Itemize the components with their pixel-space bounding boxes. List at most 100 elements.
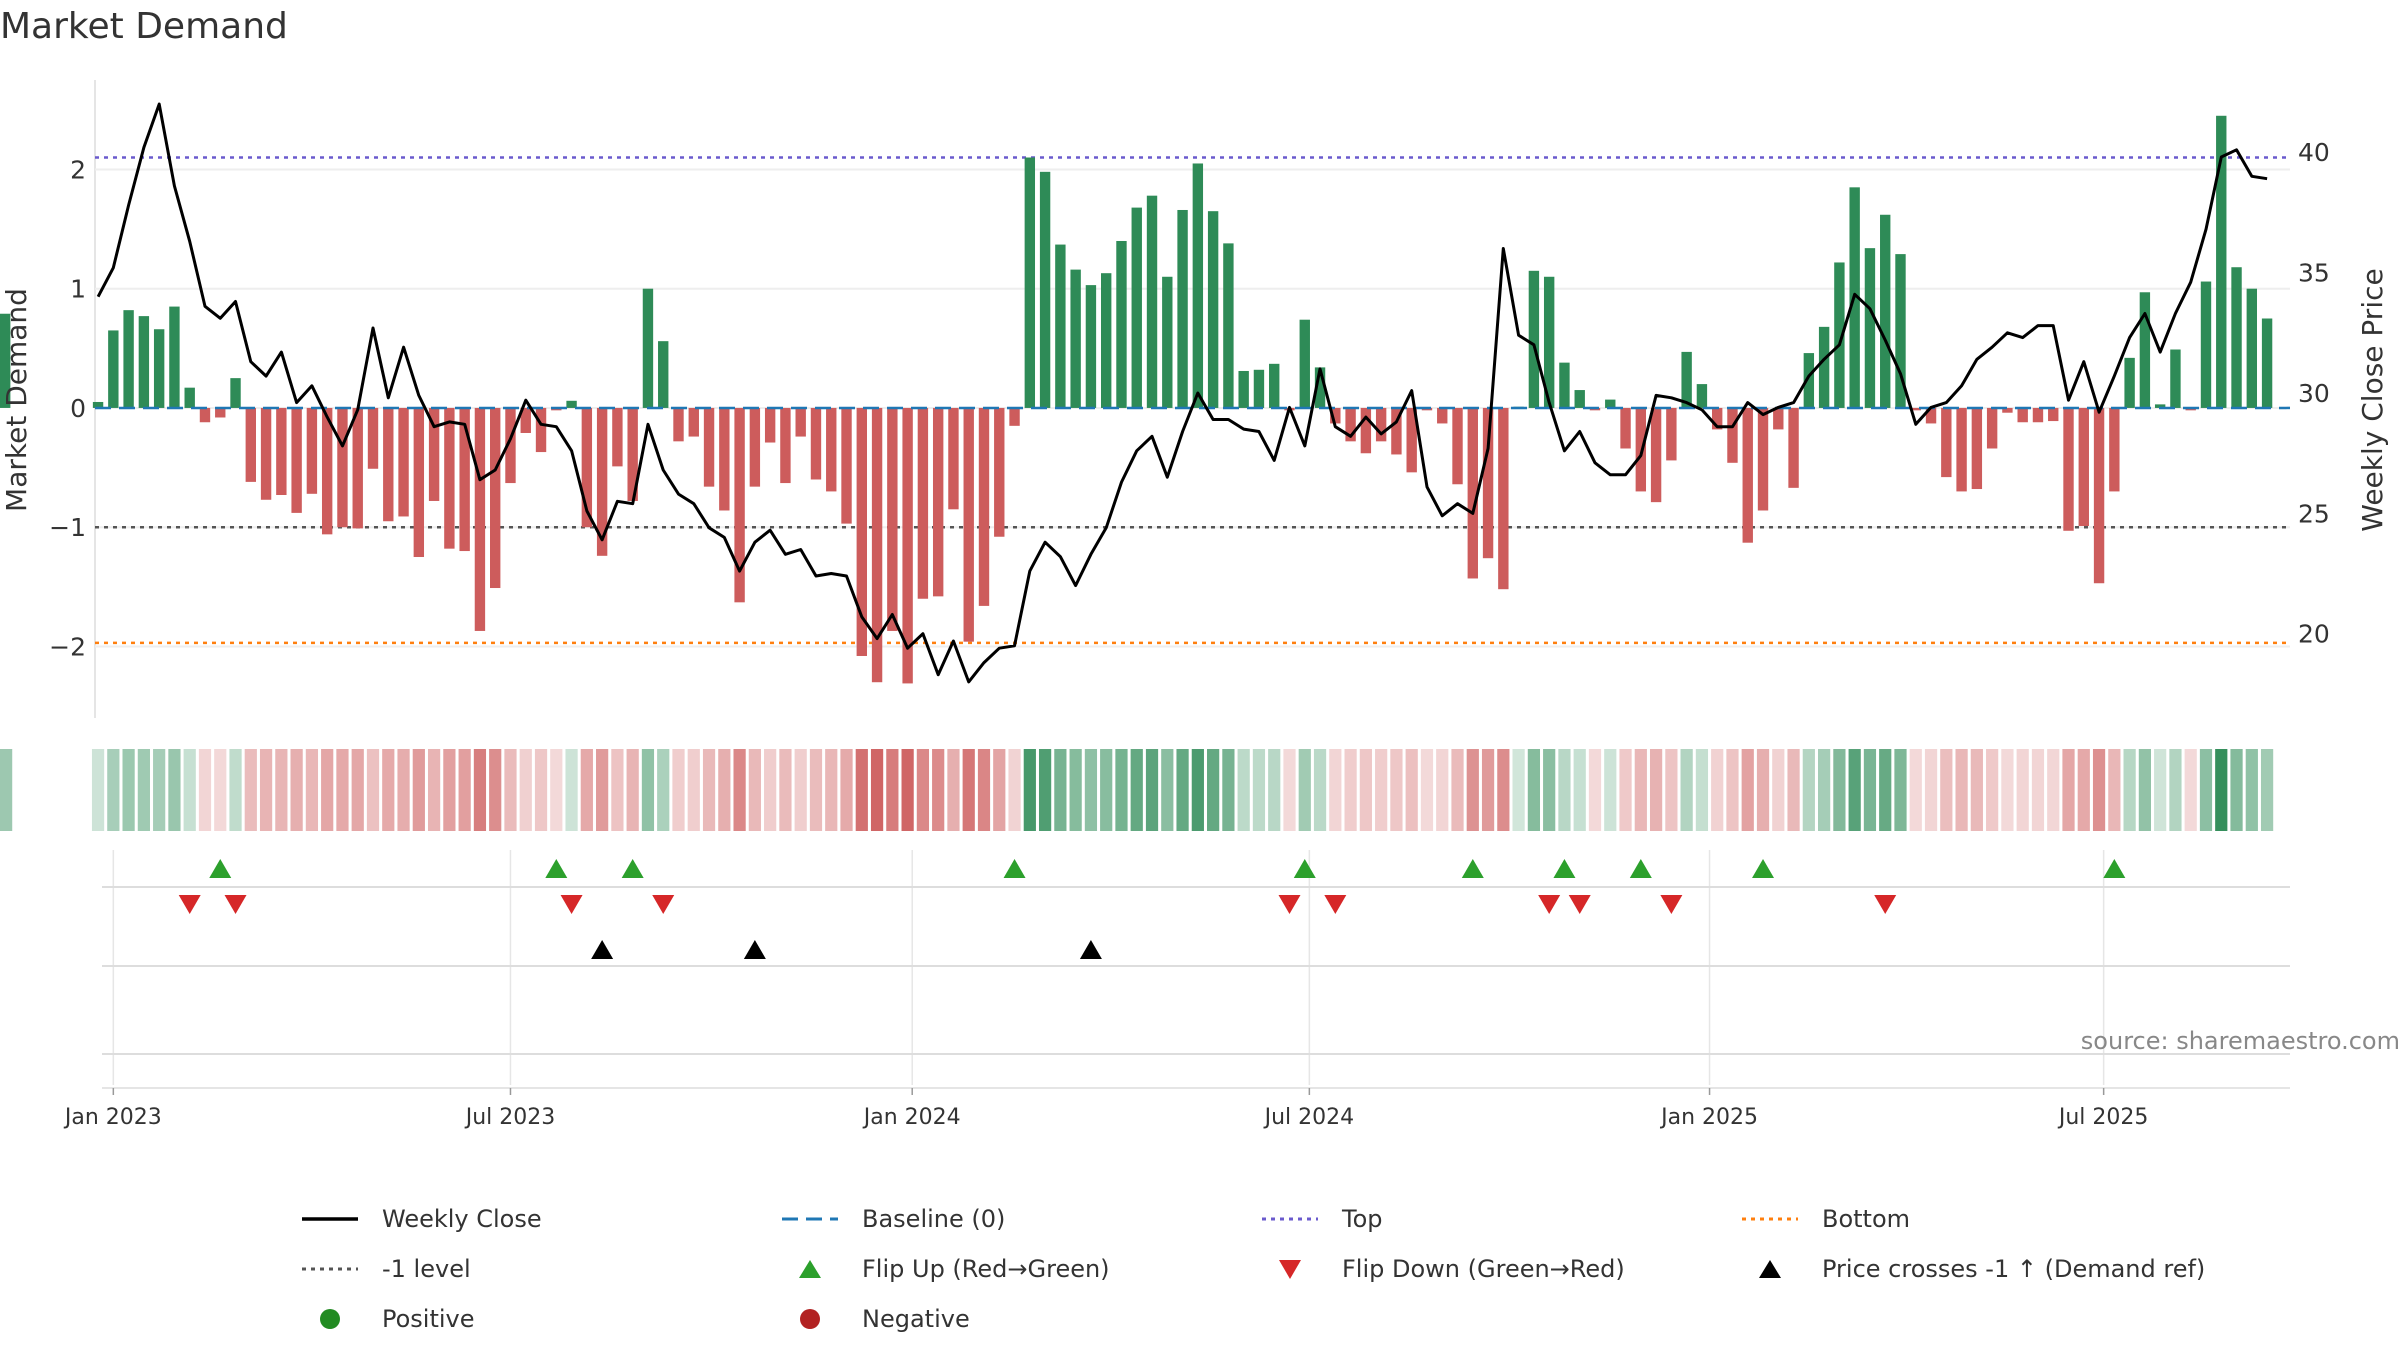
strip-cell xyxy=(1191,749,1204,831)
strip-cell xyxy=(1497,749,1510,831)
demand-bar xyxy=(367,407,379,469)
strip-cell xyxy=(1054,749,1067,831)
legend-label: Negative xyxy=(862,1305,970,1333)
strip-cell xyxy=(779,749,792,831)
flip-up-marker xyxy=(209,859,232,878)
demand-bar xyxy=(1253,369,1265,408)
legend-item-weekly-close: Weekly Close xyxy=(300,1205,780,1233)
demand-bar xyxy=(1146,195,1158,408)
strip-cell xyxy=(626,749,639,831)
flip-down-marker xyxy=(1660,895,1683,914)
strip-cell xyxy=(1894,749,1907,831)
strip-cell xyxy=(1023,749,1036,831)
y-axis-label: Market Demand xyxy=(0,288,33,512)
strip-cell xyxy=(351,749,364,831)
demand-bar xyxy=(1773,407,1784,430)
y-tick-label: 1 xyxy=(70,275,86,304)
strip-cell xyxy=(1665,749,1678,831)
demand-bar xyxy=(215,407,226,418)
legend-label: Weekly Close xyxy=(382,1205,542,1233)
strip-cell xyxy=(504,749,517,831)
demand-bar xyxy=(230,378,241,408)
strip-cell xyxy=(855,749,868,831)
y2-tick-label: 30 xyxy=(2298,379,2330,408)
demand-bar xyxy=(810,407,822,480)
demand-bar xyxy=(1055,244,1066,408)
demand-heat-strip xyxy=(0,749,2274,831)
flip-down-marker xyxy=(224,895,247,914)
legend-swatch-line-dotted-top xyxy=(1262,1217,1318,1221)
x-tick-label: Jan 2023 xyxy=(63,1105,162,1130)
strip-cell xyxy=(2031,749,2045,831)
demand-bar xyxy=(1482,407,1494,559)
demand-bar xyxy=(1986,407,1998,449)
demand-bar xyxy=(1803,353,1815,408)
strip-cell xyxy=(1145,749,1159,831)
strip-cell xyxy=(672,749,685,831)
strip-cell xyxy=(932,749,945,831)
strip-cell xyxy=(1818,749,1831,831)
demand-bar xyxy=(153,329,165,408)
weekly-close-line xyxy=(96,102,2268,684)
strip-cell xyxy=(1420,749,1434,831)
demand-bar xyxy=(1788,407,1799,488)
strip-cell xyxy=(687,749,700,831)
x-tick-label: Jan 2025 xyxy=(1659,1105,1758,1130)
demand-bar xyxy=(2063,407,2074,531)
demand-bar xyxy=(1971,407,1983,490)
strip-cell xyxy=(1695,749,1709,831)
demand-bar xyxy=(871,407,883,683)
demand-bar xyxy=(92,401,104,408)
demand-bar xyxy=(1620,407,1631,449)
demand-bar xyxy=(703,407,715,487)
strip-cell xyxy=(1619,749,1632,831)
strip-cell xyxy=(977,749,991,831)
legend-swatch-triangle-down-red xyxy=(1279,1260,1301,1279)
strip-cell xyxy=(2260,749,2274,831)
demand-bar xyxy=(2246,288,2258,408)
strip-cell xyxy=(473,749,487,831)
demand-bar xyxy=(1498,407,1509,590)
strip-cell xyxy=(275,749,288,831)
demand-bar xyxy=(1528,270,1540,408)
demand-bar xyxy=(963,407,974,642)
demand-bar xyxy=(1452,407,1463,485)
y2-tick-label: 40 xyxy=(2298,138,2330,167)
strip-cell xyxy=(336,749,349,831)
demand-bar xyxy=(1360,407,1372,454)
chart-legend: Weekly Close Baseline (0) Top Bottom -1 leve… xyxy=(300,1205,2250,1345)
legend-swatch-line-solid xyxy=(302,1217,358,1221)
legend-item-baseline: Baseline (0) xyxy=(780,1205,1260,1233)
strip-cell xyxy=(1527,749,1541,831)
strip-cell xyxy=(825,749,838,831)
flip-down-marker xyxy=(1538,895,1561,914)
flip-up-marker xyxy=(2103,859,2126,878)
strip-cell xyxy=(1466,749,1479,831)
strip-cell xyxy=(840,749,853,831)
strip-cell xyxy=(2215,749,2228,831)
strip-cell xyxy=(2062,749,2075,831)
strip-cell xyxy=(1313,749,1327,831)
strip-cell xyxy=(764,749,777,831)
strip-cell xyxy=(1084,749,1098,831)
demand-bar xyxy=(1330,407,1341,424)
demand-bar xyxy=(1299,319,1310,408)
strip-cell xyxy=(565,749,578,831)
demand-bar xyxy=(260,407,272,500)
grid xyxy=(94,80,2290,1085)
y-tick-label: 0 xyxy=(70,394,86,423)
y-tick-label: −1 xyxy=(49,513,86,542)
flip-down-marker xyxy=(178,895,201,914)
strip-cell xyxy=(1986,749,1999,831)
strip-cell xyxy=(641,749,655,831)
strip-cell xyxy=(153,749,166,831)
demand-bar xyxy=(2093,407,2105,584)
x-tick-label: Jan 2024 xyxy=(862,1105,961,1130)
demand-bar xyxy=(490,407,501,589)
strip-cell xyxy=(1802,749,1815,831)
strip-cell xyxy=(1436,749,1449,831)
demand-bar xyxy=(1757,407,1769,511)
strip-cell xyxy=(1970,749,1983,831)
price-cross-marker xyxy=(1079,940,1102,959)
